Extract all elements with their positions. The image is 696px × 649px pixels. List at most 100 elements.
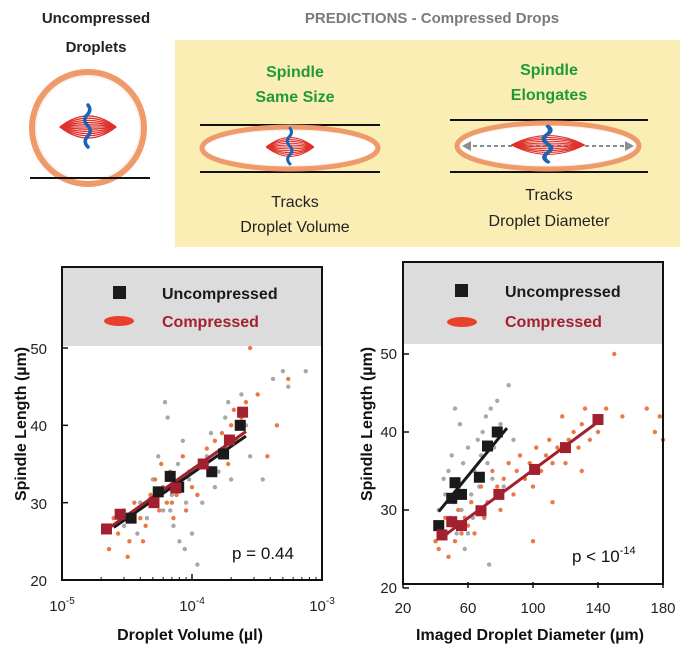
fit-line <box>441 420 599 539</box>
data-point <box>449 453 454 458</box>
data-point <box>115 531 121 536</box>
data-point <box>159 461 164 467</box>
data-point <box>543 453 549 458</box>
data-point <box>490 476 495 481</box>
data-point <box>550 461 555 466</box>
binned-mean-marker <box>491 426 503 438</box>
scenario-b-caption-line2: Droplet Diameter <box>489 213 611 230</box>
scenario-a-caption-line1: Tracks <box>271 194 318 211</box>
spindle-fiber <box>59 126 117 133</box>
data-point <box>168 508 173 513</box>
binned-mean-marker <box>446 492 458 504</box>
data-point <box>657 414 662 419</box>
spindle-fiber <box>266 146 314 152</box>
data-point <box>189 485 195 490</box>
ytick-label: 50 <box>380 346 397 363</box>
plot-left: Uncompressed Compressed 50 40 30 20 10-5… <box>13 266 335 644</box>
data-point <box>106 546 112 552</box>
data-point <box>144 515 150 521</box>
data-point <box>595 429 601 435</box>
binned-mean-marker <box>446 516 458 528</box>
binned-mean-marker <box>482 440 493 452</box>
binned-mean-marker <box>456 520 467 532</box>
xtick-label: 20 <box>395 600 412 617</box>
data-point <box>183 508 189 513</box>
legend-compressed-marker <box>447 317 477 327</box>
binned-mean-marker <box>218 448 230 460</box>
data-point <box>195 562 200 567</box>
uncompressed-title-line1: Uncompressed <box>42 10 150 27</box>
binned-mean-marker <box>197 458 209 470</box>
data-point <box>587 437 593 442</box>
data-point <box>135 531 140 536</box>
data-point <box>152 477 158 482</box>
data-point <box>501 476 506 481</box>
data-point <box>208 430 214 436</box>
data-point <box>495 398 500 403</box>
data-point <box>612 351 617 357</box>
data-point <box>280 369 286 374</box>
data-point <box>169 500 175 505</box>
p-value-annotation: p < 10-14 <box>572 545 636 566</box>
legend-uncompressed-label: Uncompressed <box>505 284 621 301</box>
plot-frame <box>61 266 323 581</box>
data-point <box>530 539 536 544</box>
ytick-label: 20 <box>380 580 397 597</box>
chromosome-icon <box>83 103 92 149</box>
data-point <box>530 484 536 489</box>
data-point <box>465 445 471 450</box>
data-point <box>175 461 181 467</box>
data-point <box>171 523 176 529</box>
legend-compressed-label: Compressed <box>505 314 602 331</box>
data-point <box>644 406 649 411</box>
data-point <box>164 500 170 505</box>
data-point <box>195 492 200 498</box>
binned-mean-marker <box>125 512 137 524</box>
binned-mean-marker <box>152 486 164 498</box>
uncompressed-title-line2: Droplets <box>66 39 127 56</box>
data-point <box>228 477 234 482</box>
data-point <box>127 539 132 544</box>
data-point <box>462 546 467 552</box>
data-point <box>517 453 523 458</box>
y-axis-label: Spindle Length (µm) <box>359 347 376 501</box>
binned-mean-marker <box>433 520 445 532</box>
binned-mean-marker <box>473 471 485 483</box>
data-point <box>160 508 166 513</box>
scenario-b-title-line1: Spindle <box>520 62 578 79</box>
binned-mean-marker <box>234 419 246 431</box>
data-point <box>460 461 466 466</box>
binned-mean-marker <box>449 477 461 489</box>
data-point <box>579 468 584 474</box>
legend-uncompressed-marker <box>455 284 468 297</box>
y-axis-label: Spindle Length (µm) <box>13 347 30 501</box>
data-point <box>180 438 186 443</box>
data-point <box>469 500 474 505</box>
data-point <box>148 492 153 498</box>
data-point <box>506 461 511 466</box>
data-point <box>286 384 291 389</box>
data-point <box>265 454 270 459</box>
xtick-label: 100 <box>520 600 545 617</box>
data-point <box>222 415 228 420</box>
data-point <box>620 414 625 419</box>
data-point <box>534 445 539 450</box>
chromosome-icon <box>285 126 294 166</box>
binned-mean-marker <box>164 470 176 482</box>
data-point <box>482 515 487 520</box>
binned-mean-marker <box>475 505 487 517</box>
legend-uncompressed-label: Uncompressed <box>162 286 278 303</box>
chromosome-icon <box>541 124 554 164</box>
data-point <box>488 406 493 411</box>
data-point <box>560 414 565 419</box>
data-point <box>171 515 176 521</box>
spindle-fiber <box>511 144 585 148</box>
binned-mean-marker <box>529 463 541 475</box>
data-point <box>576 445 581 450</box>
uncompressed-panel: Uncompressed Droplets <box>29 10 150 187</box>
xtick-label: 10-3 <box>309 596 335 615</box>
legend-box <box>62 267 322 346</box>
data-point <box>204 446 210 451</box>
data-point <box>270 376 276 382</box>
data-point <box>239 392 244 397</box>
